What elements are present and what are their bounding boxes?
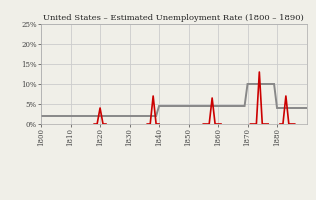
Title: United States – Estimated Unemployment Rate (1800 – 1890): United States – Estimated Unemployment R… bbox=[43, 14, 304, 22]
